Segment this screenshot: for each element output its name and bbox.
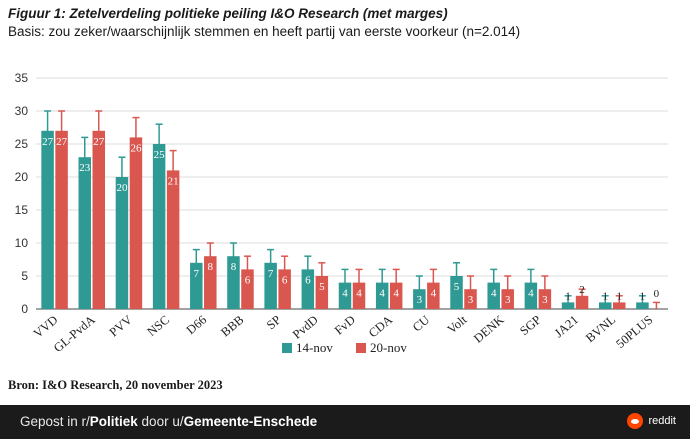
data-label: 8 [231,261,237,273]
y-tick-label: 10 [15,236,29,250]
x-tick-label: 50PLUS [613,313,655,351]
data-label: 4 [491,288,497,300]
source-note: Bron: I&O Research, 20 november 2023 [8,378,223,392]
data-label: 4 [342,288,348,300]
reddit-footer-bar: Gepost in r/Politiek door u/Gemeente-Ens… [0,405,690,439]
bar-20-nov [204,256,217,309]
data-label: 4 [393,288,399,300]
data-label: 4 [431,288,437,300]
y-tick-label: 35 [15,71,29,85]
data-label: 6 [245,274,251,286]
data-label: 3 [468,294,474,306]
data-label: 1 [616,290,622,302]
data-label: 3 [542,294,548,306]
footer-middle: door u/ [137,414,184,429]
x-tick-label: GL-PvdA [51,313,98,355]
data-label: 4 [528,288,534,300]
data-label: 21 [168,175,179,187]
footer-prefix: Gepost in r/ [20,414,90,429]
data-label: 4 [356,288,362,300]
bar-20-nov [241,269,254,309]
data-label: 27 [56,136,68,148]
x-tick-label: CDA [366,313,395,341]
data-label: 1 [565,290,571,302]
x-tick-label: FvD [332,313,358,338]
reddit-brand-text: reddit [648,415,676,427]
data-label: 6 [305,274,311,286]
x-tick-label: SGP [517,313,544,338]
bar-14-nov [450,276,463,309]
y-tick-label: 15 [15,203,29,217]
chart-title: Figuur 1: Zetelverdeling politieke peili… [8,6,448,21]
subreddit-link[interactable]: Politiek [89,414,138,429]
y-tick-label: 20 [15,170,29,184]
x-tick-label: NSC [144,313,172,339]
data-label: 25 [154,149,166,161]
data-label: 0 [654,288,660,300]
x-tick-label: DENK [471,313,507,346]
bar-14-nov [190,262,203,309]
y-tick-label: 25 [15,137,29,151]
bar-20-nov [55,130,68,309]
data-label: 7 [194,268,200,280]
reddit-logo[interactable]: reddit [627,413,676,429]
footer-text: Gepost in r/Politiek door u/Gemeente-Ens… [20,414,317,429]
bar-20-nov [166,170,180,309]
x-tick-label: D66 [184,313,209,338]
legend-swatch-20-nov [356,343,366,353]
bar-14-nov [41,130,54,309]
x-tick-label: BBB [218,313,246,340]
x-tick-label: VVD [31,313,61,341]
data-label: 1 [640,290,646,302]
bar-20-nov [315,276,329,309]
data-label: 20 [116,182,128,194]
bar-14-nov [301,269,315,309]
bar-14-nov [227,256,240,309]
bar-14-nov [115,177,129,309]
x-tick-label: Volt [445,312,470,336]
data-label: 8 [208,261,214,273]
y-tick-label: 5 [21,269,28,283]
data-label: 3 [505,294,511,306]
data-label: 7 [268,268,274,280]
bar-14-nov [152,144,166,309]
data-label: 1 [602,290,608,302]
bar-20-nov [278,269,291,309]
bar-20-nov [129,137,143,309]
legend-label-20-nov: 20-nov [370,340,407,355]
bar-14-nov [78,157,92,309]
data-label: 26 [130,142,142,154]
x-tick-label: SP [264,313,284,333]
data-label: 6 [282,274,288,286]
y-tick-label: 0 [21,302,28,316]
bar-20-nov [92,130,106,309]
data-label: 2 [579,284,585,296]
legend-swatch-14-nov [282,343,292,353]
bar-14-nov [264,262,277,309]
x-tick-label: PVV [107,313,135,340]
data-label: 4 [379,288,385,300]
x-tick-label: PvdD [290,313,321,342]
data-label: 3 [417,294,423,306]
chart-subtitle: Basis: zou zeker/waarschijnlijk stemmen … [8,24,521,39]
user-link[interactable]: Gemeente-Enschede [183,414,318,429]
x-tick-label: JA21 [552,313,581,341]
y-tick-label: 30 [15,104,29,118]
reddit-icon [627,413,644,429]
data-label: 27 [93,136,105,148]
data-label: 5 [454,281,460,293]
x-tick-label: CU [410,313,432,335]
data-label: 23 [79,162,91,174]
data-label: 27 [42,136,54,148]
data-label: 5 [319,281,325,293]
legend-label-14-nov: 14-nov [296,340,333,355]
